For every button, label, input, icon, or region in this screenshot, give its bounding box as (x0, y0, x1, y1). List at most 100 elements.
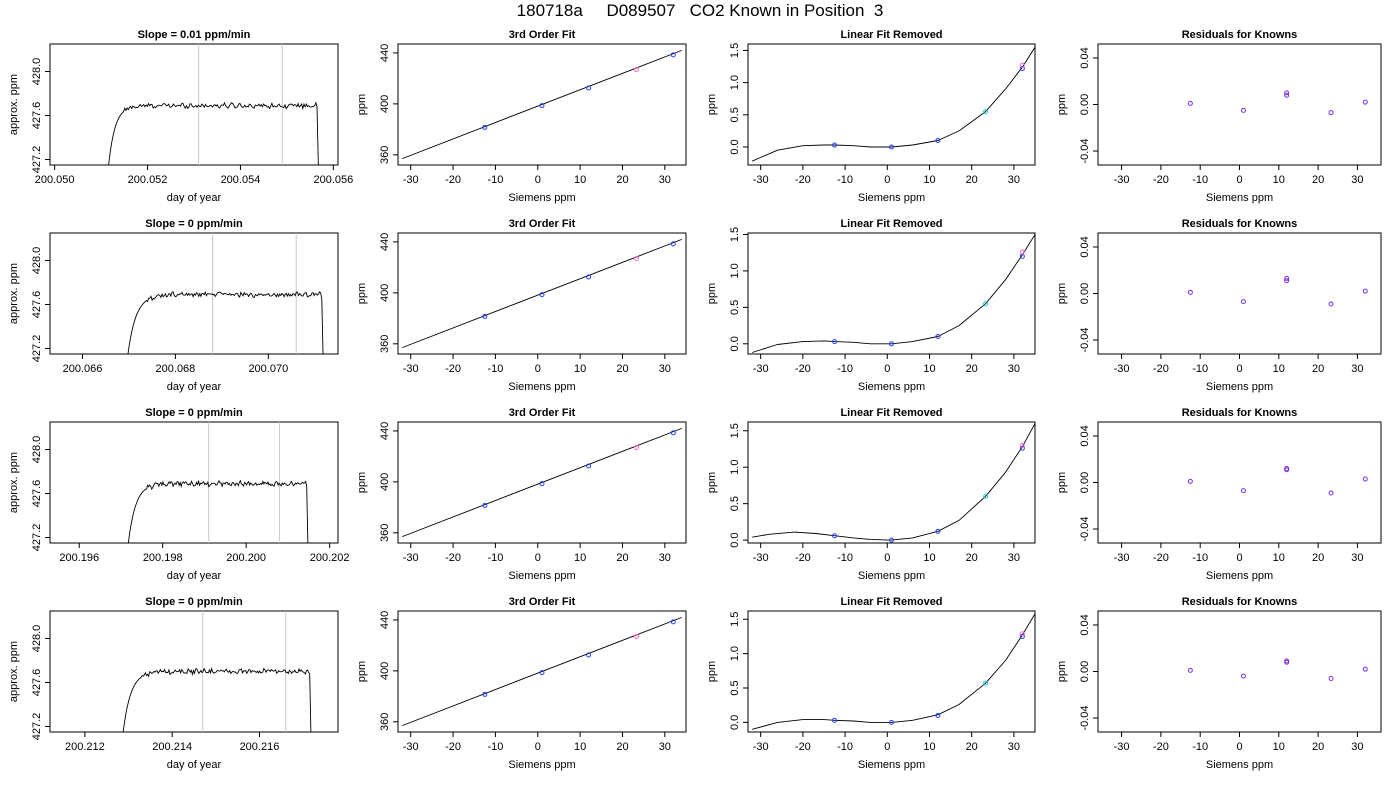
r3-linear-removed-extra-point (1019, 442, 1025, 448)
r4-linear-removed-xtick-label: 0 (884, 741, 890, 753)
r1-fit-xtick-label: 20 (616, 174, 628, 186)
r3-linear-removed-point (1019, 445, 1025, 451)
r3-fit-xtick-label: -30 (403, 552, 419, 564)
r1-residuals-residual-point (1284, 92, 1290, 98)
r2-timeseries-ylabel: approx. ppm (8, 263, 20, 324)
r2-linear-removed-ytick-label: 0.5 (729, 300, 741, 315)
r1-fit-title: 3rd Order Fit (509, 29, 576, 41)
r3-linear-removed-xtick-label: 30 (1008, 552, 1020, 564)
r4-linear-removed-xtick-label: -10 (837, 741, 853, 753)
r3-linear-removed-xtick-label: 0 (884, 552, 890, 564)
r4-residuals-ytick-label: -0.04 (1079, 705, 1091, 730)
r2-fit-xtick-label: -10 (487, 363, 503, 375)
r3-residuals-ylabel: ppm (1056, 472, 1068, 493)
r1-fit-xtick-label: -10 (487, 174, 503, 186)
r3-fit-point (539, 481, 545, 487)
r1-timeseries-xtick-label: 200.052 (128, 174, 168, 186)
r4-fit-point (586, 652, 592, 658)
r2-fit-point (586, 274, 592, 280)
r2-residuals-xtick-label: 20 (1312, 363, 1324, 375)
r4-residuals-residual-point (1187, 667, 1193, 673)
r1-residuals-title: Residuals for Knowns (1182, 29, 1298, 41)
r3-fit-point (670, 430, 676, 436)
r1-linear-removed-xtick-label: 30 (1008, 174, 1020, 186)
r1-residuals-xtick-label: 30 (1351, 174, 1363, 186)
r3-residuals-xtick-label: 30 (1351, 552, 1363, 564)
r3-fit-xlabel: Siemens ppm (508, 570, 575, 582)
r2-fit-xtick-label: 30 (659, 363, 671, 375)
r2-linear-removed-ylabel: ppm (706, 283, 718, 304)
r1-timeseries-ytick-label: 427.2 (31, 146, 43, 174)
r3-residuals-residual-extra-point (1284, 466, 1290, 472)
r2-timeseries-xtick-label: 200.068 (156, 363, 196, 375)
r4-fit-point (539, 670, 545, 676)
r4-timeseries-ytick-label: 427.6 (31, 669, 43, 697)
r2-fit-frame (397, 232, 687, 355)
r1-residuals-frame (1097, 43, 1382, 166)
r3-timeseries-ytick-label: 427.2 (31, 524, 43, 552)
r4-residuals-residual-extra-point (1284, 658, 1290, 664)
r2-residuals-xlabel: Siemens ppm (1206, 381, 1273, 393)
r4-linear-removed-point (832, 717, 838, 723)
r4-residuals-xtick-label: 10 (1273, 741, 1285, 753)
r4-linear-removed-title: Linear Fit Removed (840, 596, 942, 608)
r1-fit-ytick-label: 440 (379, 44, 391, 62)
r4-linear-removed-xtick-label: -20 (795, 741, 811, 753)
r3-timeseries-xtick-label: 200.198 (143, 552, 183, 564)
r4-linear-removed-point (889, 719, 894, 725)
r2-residuals-title: Residuals for Knowns (1182, 218, 1298, 230)
r4-linear-removed-point (983, 680, 989, 686)
r2-timeseries-ytick-label: 427.6 (31, 291, 43, 319)
r1-linear-removed-point (889, 144, 894, 150)
r4-fit-point (670, 619, 676, 625)
r1-timeseries-xlabel: day of year (167, 192, 222, 204)
r4-residuals-residual-point (1240, 673, 1246, 679)
r1-residuals-residual-point (1187, 100, 1193, 106)
r4-linear-removed-xtick-label: 10 (923, 741, 935, 753)
r2-fit-xlabel: Siemens ppm (508, 381, 575, 393)
r2-linear-removed-xtick-label: -10 (837, 363, 853, 375)
r4-timeseries-title: Slope = 0 ppm/min (145, 596, 243, 608)
r2-residuals-residual-extra-point (1284, 275, 1290, 281)
r4-fit-xlabel: Siemens ppm (508, 759, 575, 771)
r2-timeseries-frame (49, 232, 339, 355)
r4-linear-removed-ytick-label: 0.0 (729, 715, 741, 730)
r4-timeseries-ytick-label: 428.0 (31, 625, 43, 653)
r3-residuals-xlabel: Siemens ppm (1206, 570, 1273, 582)
r4-residuals-xtick-label: -10 (1192, 741, 1208, 753)
r2-fit-point (670, 241, 676, 247)
r3-fit-frame (397, 421, 687, 544)
r2-linear-removed-point (889, 341, 894, 347)
r3-fit-xtick-label: -10 (487, 552, 503, 564)
r1-fit-xtick-label: 0 (535, 174, 541, 186)
r1-fit-point (539, 103, 545, 109)
r1-fit-ytick-label: 400 (379, 95, 391, 113)
r4-fit-ytick-label: 440 (379, 611, 391, 629)
r3-fit-point (633, 444, 639, 450)
r3-fit-point (482, 502, 488, 508)
r1-timeseries-ylabel: approx. ppm (8, 74, 20, 135)
r4-residuals-ytick-label: 0.04 (1079, 614, 1091, 635)
r4-linear-removed-frame (747, 610, 1036, 733)
r3-linear-removed-point (889, 537, 894, 543)
r2-residuals-ytick-label: -0.04 (1079, 327, 1091, 352)
r1-fit-ytick-label: 360 (379, 146, 391, 164)
r3-timeseries-ytick-label: 427.6 (31, 480, 43, 508)
r3-fit-xtick-label: 0 (535, 552, 541, 564)
r1-residuals-xtick-label: 0 (1236, 174, 1242, 186)
r1-linear-removed-ytick-label: 1.0 (729, 75, 741, 90)
r4-residuals-frame (1097, 610, 1382, 733)
r3-timeseries-xlabel: day of year (167, 570, 222, 582)
r4-linear-removed-xtick-label: 30 (1008, 741, 1020, 753)
r2-linear-removed-title: Linear Fit Removed (840, 218, 942, 230)
r2-residuals-xtick-label: 30 (1351, 363, 1363, 375)
r3-linear-removed-xlabel: Siemens ppm (858, 570, 925, 582)
r2-timeseries-ytick-label: 428.0 (31, 247, 43, 275)
r3-linear-removed-frame (747, 421, 1036, 544)
r1-linear-removed-point (935, 138, 941, 144)
r3-fit-ytick-label: 400 (379, 473, 391, 491)
r3-timeseries-xtick-label: 200.200 (226, 552, 266, 564)
r4-fit-xtick-label: -10 (487, 741, 503, 753)
r1-residuals-ytick-label: 0.04 (1079, 47, 1091, 68)
r4-fit-ytick-label: 400 (379, 662, 391, 680)
